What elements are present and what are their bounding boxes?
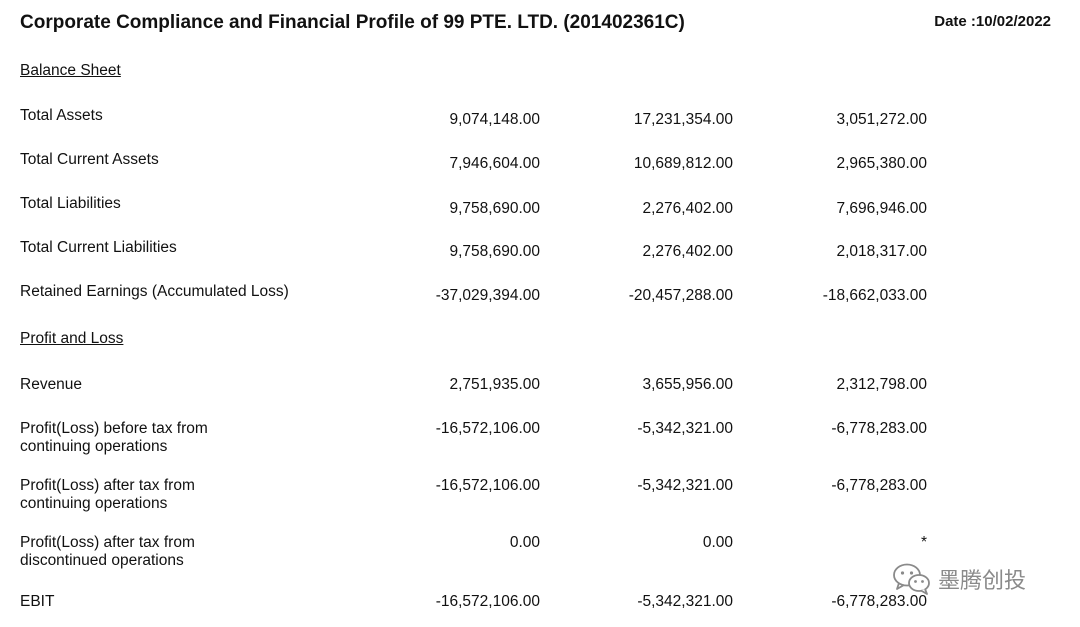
row-value: 2,276,402.00 <box>642 243 733 260</box>
row-value: -5,342,321.00 <box>637 420 733 437</box>
row-value: -6,778,283.00 <box>831 593 927 610</box>
row-value: 17,231,354.00 <box>633 111 733 128</box>
row-value: 9,074,148.00 <box>449 111 540 128</box>
section-heading-balance-sheet: Balance Sheet <box>20 62 121 79</box>
row-value: -16,572,106.00 <box>435 477 540 494</box>
row-value: -37,029,394.00 <box>435 287 540 304</box>
row-label-line: discontinued operations <box>20 552 184 569</box>
row-label: Revenue <box>20 376 83 393</box>
row-value: -5,342,321.00 <box>637 477 733 494</box>
row-label-line: Profit(Loss) after tax from <box>20 477 195 494</box>
row-label: Total Current Assets <box>20 151 159 168</box>
row-value: -16,572,106.00 <box>435 593 540 610</box>
row-label: Total Liabilities <box>20 195 121 212</box>
row-value: -20,457,288.00 <box>628 287 733 304</box>
row-value: 2,751,935.00 <box>449 376 540 393</box>
row-label: Profit(Loss) after tax from discontinued… <box>20 534 350 570</box>
row-value: 3,655,956.00 <box>642 376 733 393</box>
row-label-line: Profit(Loss) after tax from <box>20 534 195 551</box>
report-title: Corporate Compliance and Financial Profi… <box>20 12 685 33</box>
row-label: EBIT <box>20 593 55 610</box>
row-value: 2,276,402.00 <box>642 200 733 217</box>
watermark-text: 墨腾创投 <box>938 569 1027 594</box>
report-date: Date :10/02/2022 <box>934 13 1051 30</box>
section-heading-profit-and-loss: Profit and Loss <box>20 330 124 347</box>
row-label-line: continuing operations <box>20 495 168 512</box>
wechat-icon <box>892 562 932 596</box>
row-label: Retained Earnings (Accumulated Loss) <box>20 283 289 300</box>
row-value: 2,965,380.00 <box>836 155 927 172</box>
row-value: -16,572,106.00 <box>435 420 540 437</box>
row-value: 0.00 <box>509 534 540 551</box>
row-value: -5,342,321.00 <box>637 593 733 610</box>
row-value: * <box>920 534 927 551</box>
row-value: -6,778,283.00 <box>831 477 927 494</box>
row-value: -6,778,283.00 <box>831 420 927 437</box>
row-label: Profit(Loss) before tax from continuing … <box>20 420 350 456</box>
row-value: 7,696,946.00 <box>836 200 927 217</box>
row-value: -18,662,033.00 <box>822 287 927 304</box>
row-value: 9,758,690.00 <box>449 200 540 217</box>
row-value: 10,689,812.00 <box>633 155 733 172</box>
row-value: 3,051,272.00 <box>836 111 927 128</box>
row-value: 2,312,798.00 <box>836 376 927 393</box>
row-value: 0.00 <box>702 534 733 551</box>
row-label-line: continuing operations <box>20 438 168 455</box>
row-label: Total Assets <box>20 107 103 124</box>
row-label-line: Profit(Loss) before tax from <box>20 420 208 437</box>
row-label: Profit(Loss) after tax from continuing o… <box>20 477 350 513</box>
row-label: Total Current Liabilities <box>20 239 177 256</box>
row-value: 2,018,317.00 <box>836 243 927 260</box>
row-value: 7,946,604.00 <box>449 155 540 172</box>
watermark: 墨腾创投 <box>892 562 1026 596</box>
row-value: 9,758,690.00 <box>449 243 540 260</box>
